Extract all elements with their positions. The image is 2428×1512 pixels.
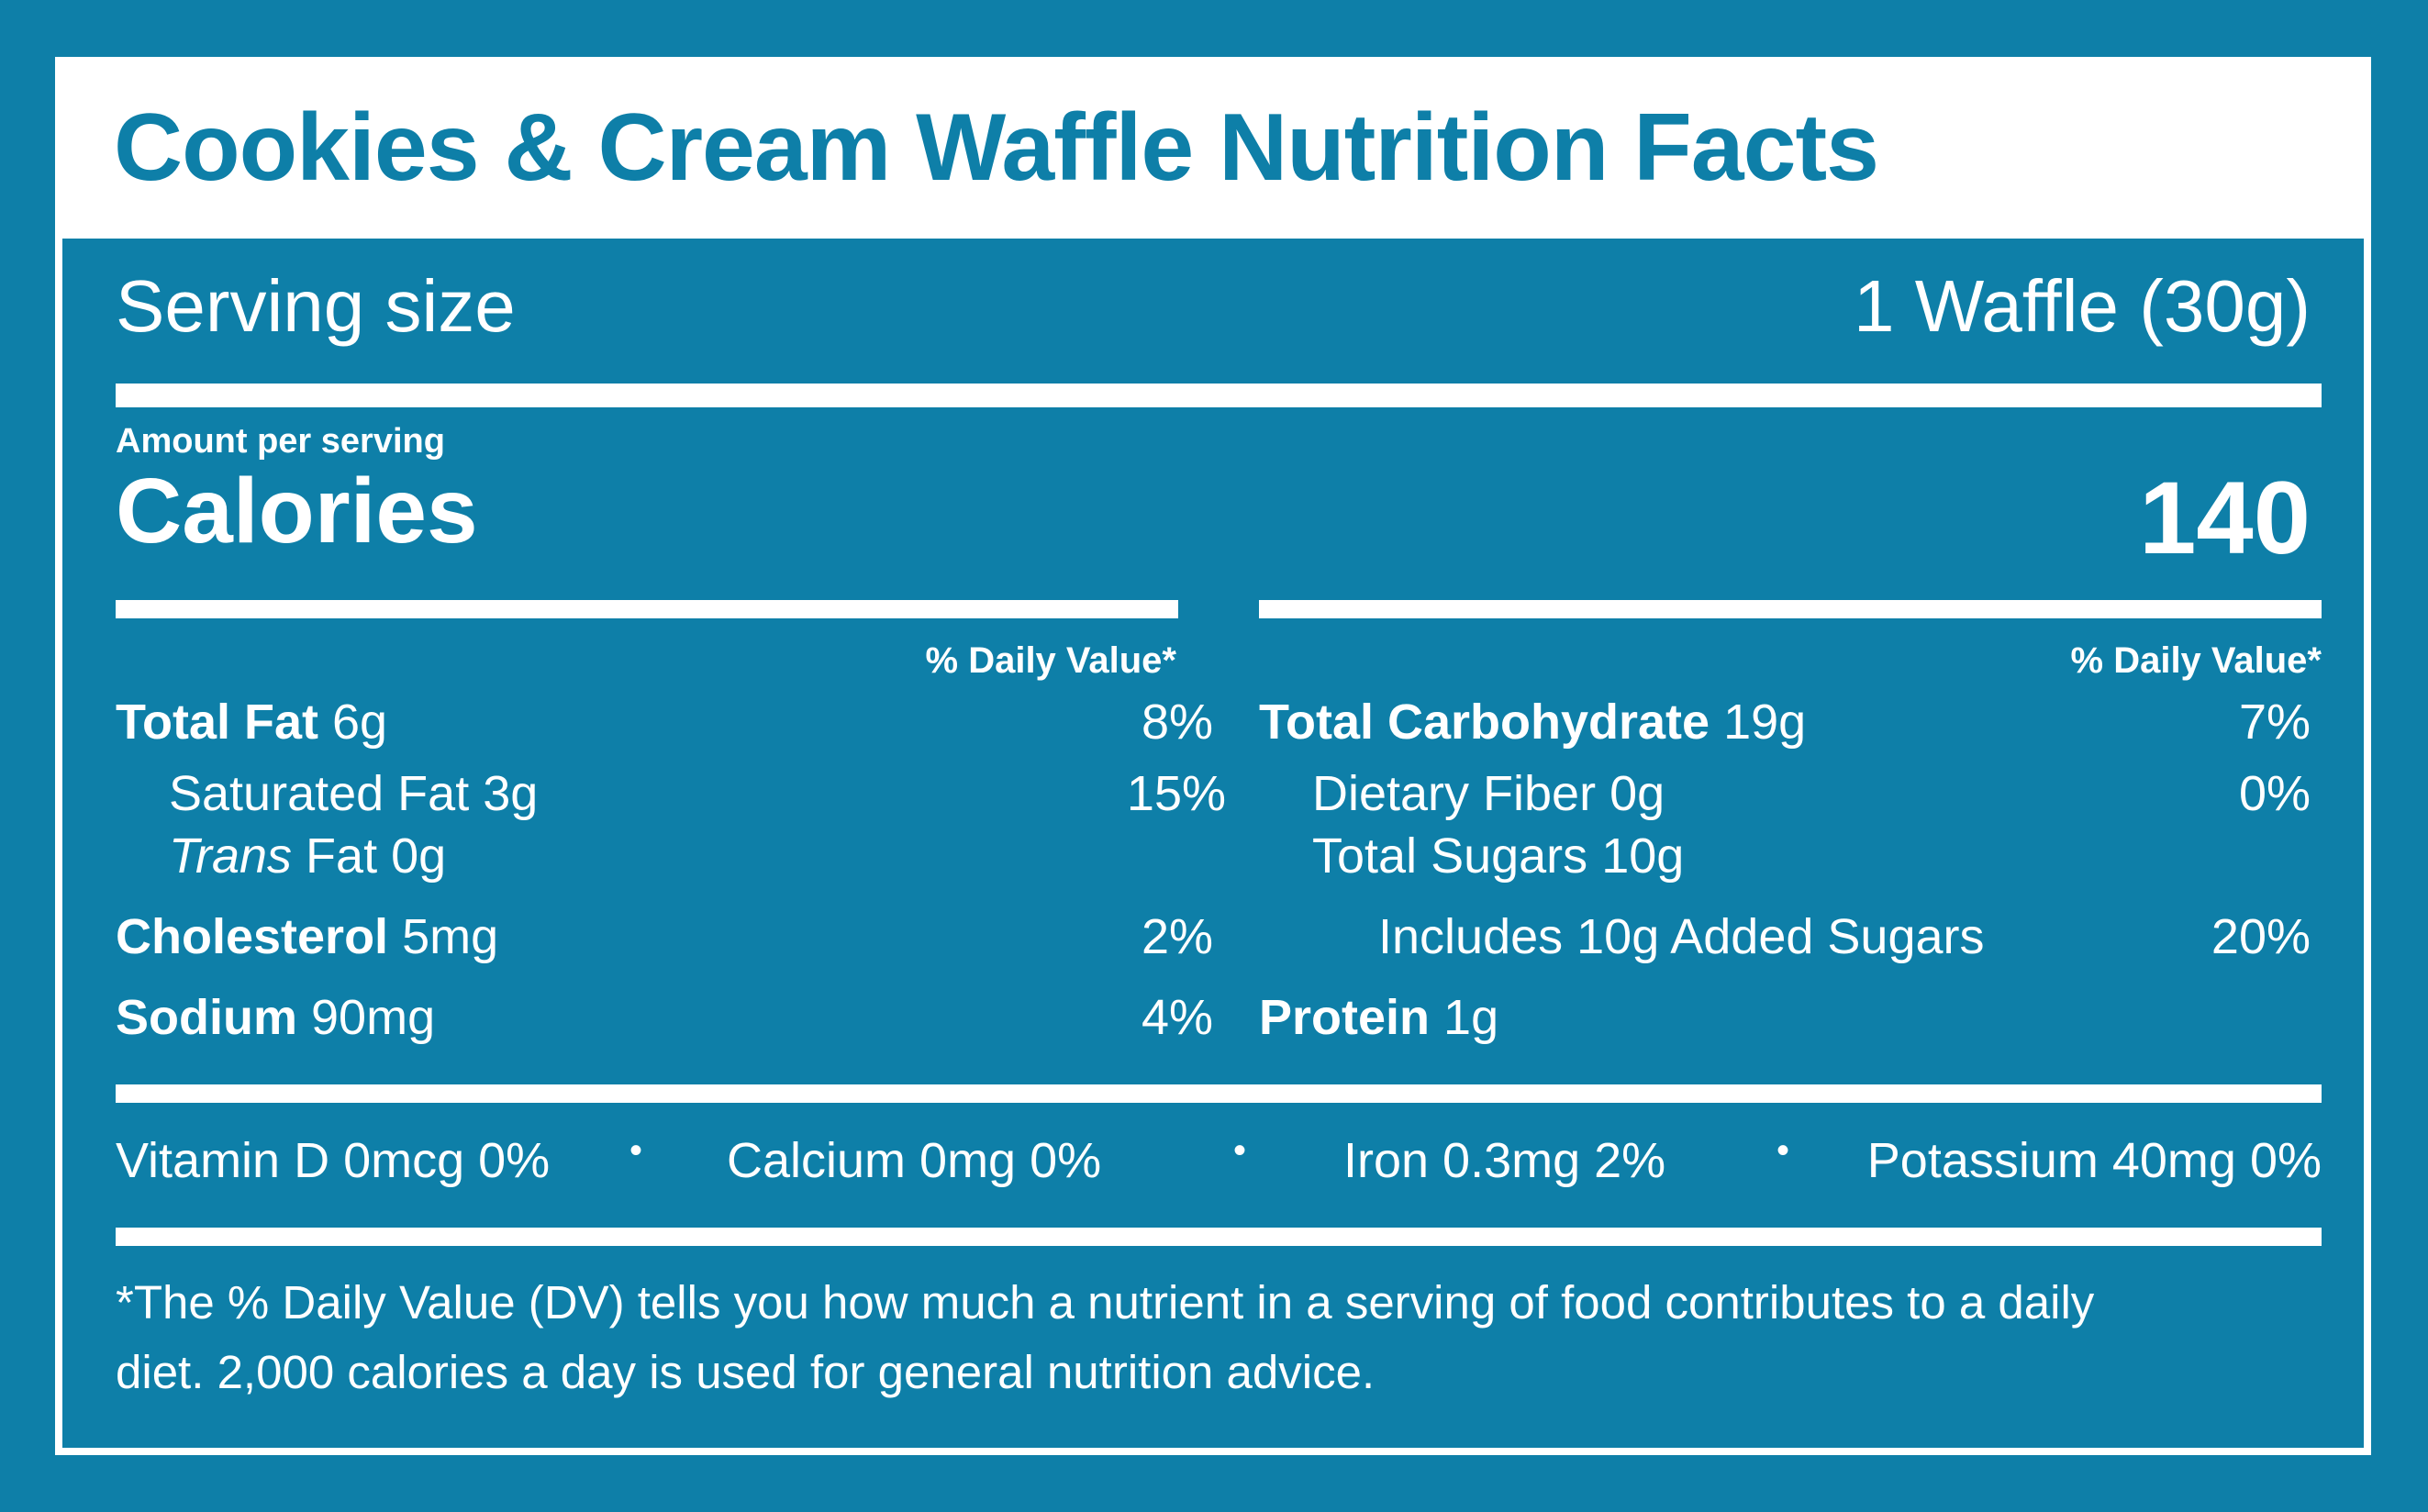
divider-micros-top <box>116 1084 2322 1103</box>
divider-right-column <box>1259 600 2322 618</box>
sugars-label: Total Sugars <box>1312 828 1588 884</box>
sodium-dv: 4% <box>1141 990 1213 1045</box>
saturated-fat-dv: 15% <box>1126 766 1226 821</box>
fiber-dv: 0% <box>2238 766 2311 821</box>
saturated-fat-row: Saturated Fat 3g <box>169 765 538 822</box>
trans-fat-label: Fat <box>306 828 378 884</box>
calories-label: Calories <box>116 460 478 562</box>
fiber-label: Dietary Fiber <box>1312 766 1597 821</box>
dv-header-right: % Daily Value* <box>2070 640 2322 681</box>
dv-header-left: % Daily Value* <box>925 640 1176 681</box>
amount-per-serving-label: Amount per serving <box>116 422 445 461</box>
sodium-value: 90mg <box>311 990 436 1045</box>
trans-fat-value: 0g <box>391 828 447 884</box>
label-header: Cookies & Cream Waffle Nutrition Facts <box>55 57 2371 239</box>
page-title: Cookies & Cream Waffle Nutrition Facts <box>114 94 1879 201</box>
micro-iron: Iron 0.3mg 2% <box>1343 1133 1666 1188</box>
trans-fat-label-italic: Trans <box>169 828 293 884</box>
calories-value: 140 <box>2139 461 2311 575</box>
divider-footnote-top <box>116 1228 2322 1246</box>
protein-row: Protein 1g <box>1259 989 1498 1046</box>
nutrition-panel: Serving size 1 Waffle (30g) Amount per s… <box>62 239 2364 1448</box>
total-carb-dv: 7% <box>2238 695 2311 750</box>
saturated-fat-label: Saturated Fat <box>169 766 470 821</box>
cholesterol-value: 5mg <box>402 909 499 964</box>
sugars-value: 10g <box>1601 828 1685 884</box>
cholesterol-row: Cholesterol 5mg <box>116 908 498 965</box>
total-fat-dv: 8% <box>1141 695 1213 750</box>
protein-label: Protein <box>1259 990 1431 1045</box>
sugars-row: Total Sugars 10g <box>1312 828 1684 884</box>
total-fat-label: Total Fat <box>116 695 318 750</box>
footnote-line-2: diet. 2,000 calories a day is used for g… <box>116 1346 1375 1398</box>
bullet-separator: • <box>629 1130 643 1171</box>
footnote-line-1: *The % Daily Value (DV) tells you how mu… <box>116 1276 2095 1329</box>
sodium-label: Sodium <box>116 990 297 1045</box>
thick-divider-serving <box>116 384 2322 407</box>
fiber-value: 0g <box>1609 766 1665 821</box>
serving-size-value: 1 Waffle (30g) <box>1853 265 2311 347</box>
serving-size-label: Serving size <box>116 265 516 347</box>
label-frame: Cookies & Cream Waffle Nutrition Facts S… <box>55 57 2371 1455</box>
protein-value: 1g <box>1443 990 1499 1045</box>
micro-vitamin-d: Vitamin D 0mcg 0% <box>116 1133 551 1188</box>
saturated-fat-value: 3g <box>483 766 539 821</box>
bullet-separator: • <box>1776 1130 1790 1171</box>
bullet-separator: • <box>1233 1130 1247 1171</box>
total-fat-row: Total Fat 6g <box>116 694 387 750</box>
added-sugars-label: Includes 10g Added Sugars <box>1378 909 1985 964</box>
total-carb-label: Total Carbohydrate <box>1259 695 1710 750</box>
cholesterol-dv: 2% <box>1141 909 1213 964</box>
trans-fat-row: Trans Fat 0g <box>169 828 446 884</box>
micro-calcium: Calcium 0mg 0% <box>727 1133 1102 1188</box>
added-sugars-dv: 20% <box>2211 909 2311 964</box>
divider-left-column <box>116 600 1178 618</box>
sodium-row: Sodium 90mg <box>116 989 435 1046</box>
micro-potassium: Potassium 40mg 0% <box>1866 1133 2322 1188</box>
total-carb-value: 19g <box>1723 695 1807 750</box>
total-carb-row: Total Carbohydrate 19g <box>1259 694 1806 750</box>
total-fat-value: 6g <box>332 695 388 750</box>
cholesterol-label: Cholesterol <box>116 909 389 964</box>
fiber-row: Dietary Fiber 0g <box>1312 765 1665 822</box>
